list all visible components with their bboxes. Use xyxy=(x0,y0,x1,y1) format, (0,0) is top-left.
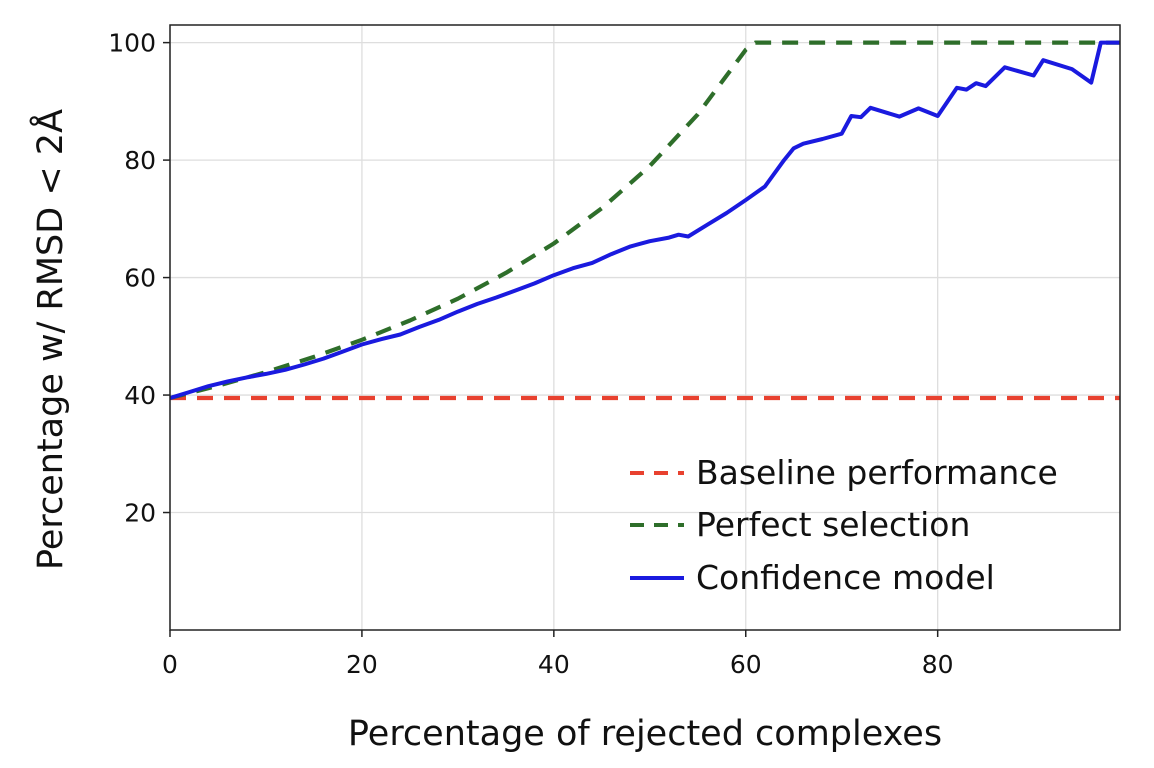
x-tick-label-4: 80 xyxy=(922,650,954,679)
x-tick-label-3: 60 xyxy=(730,650,762,679)
y-tick-label-1: 40 xyxy=(124,381,156,410)
plot-frame xyxy=(169,24,1121,631)
y-axis-title: Percentage w/ RMSD < 2Å xyxy=(28,109,71,570)
y-tick-label-3: 80 xyxy=(124,146,156,175)
legend: Baseline performance Perfect selection Con… xyxy=(630,453,1058,597)
y-tick-label-4: 100 xyxy=(108,29,156,58)
axis-ticks: 0 20 40 60 80 20 40 60 80 100 xyxy=(108,29,953,679)
y-tick-label-2: 60 xyxy=(124,264,156,293)
legend-label-2: Confidence model xyxy=(696,558,995,597)
series-line-2 xyxy=(169,40,1120,400)
x-tick-label-1: 20 xyxy=(346,650,378,679)
series-line-1 xyxy=(169,40,1120,401)
y-tick-label-0: 20 xyxy=(124,499,156,528)
legend-label-1: Perfect selection xyxy=(696,505,970,544)
legend-label-0: Baseline performance xyxy=(696,453,1058,492)
grid xyxy=(169,25,1120,630)
x-tick-label-0: 0 xyxy=(162,650,178,679)
series-layer xyxy=(169,40,1120,401)
x-tick-label-2: 40 xyxy=(538,650,570,679)
x-axis-title: Percentage of rejected complexes xyxy=(348,714,942,754)
